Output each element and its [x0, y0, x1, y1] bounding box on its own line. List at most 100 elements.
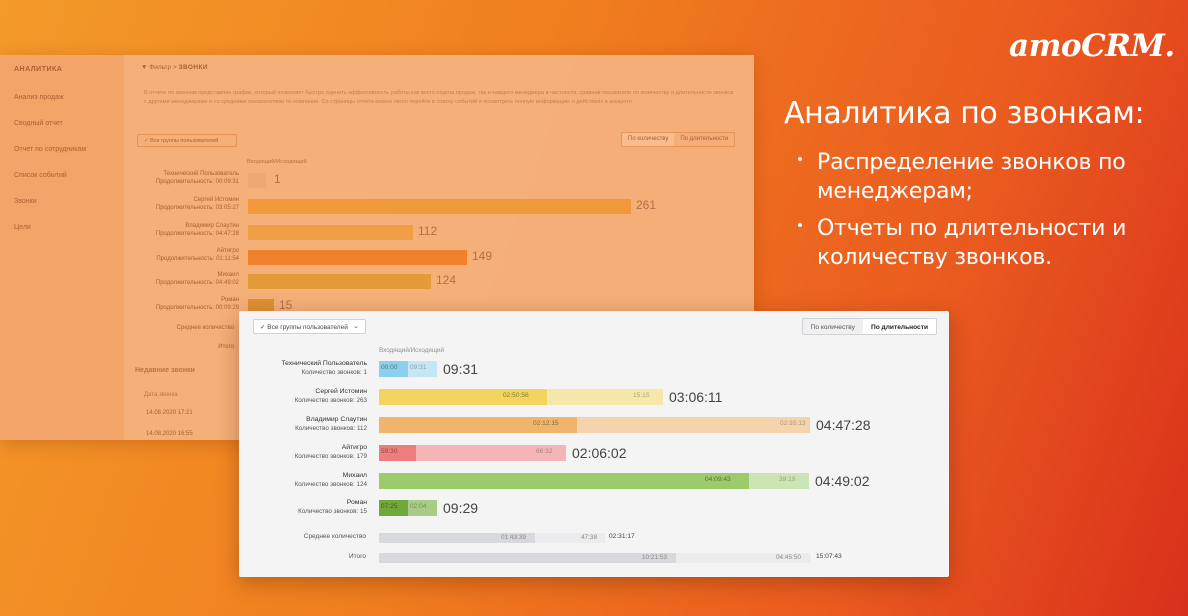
row-total-duration: 04:49:02: [815, 473, 870, 489]
chevron-down-icon: ⌄: [353, 323, 359, 330]
bg-bar: [248, 173, 266, 188]
avg-row: Среднее количество 01:43:39 47:38 02:31:…: [239, 532, 949, 546]
bg-sidebar-item-goals[interactable]: Цели: [14, 224, 31, 231]
bullet-dot-icon: [798, 223, 802, 227]
duration-bar: 00:00 09:31: [379, 361, 437, 377]
bg-row-name: Роман: [221, 297, 239, 303]
incoming-duration: 00:00: [381, 364, 398, 371]
chart-row[interactable]: Владимир Слаутин Количество звонков: 112 0…: [239, 415, 949, 439]
outgoing-duration: 66:32: [536, 448, 553, 455]
row-name: Сергей Истомин: [315, 388, 367, 395]
row-label: Роман Количество звонков: 15: [249, 498, 367, 516]
sum-total: 15:07:43: [816, 553, 842, 560]
bg-sidebar-title: АНАЛИТИКА: [14, 66, 63, 73]
bg-bar: [248, 274, 431, 289]
bg-sidebar-item-sales[interactable]: Анализ продаж: [14, 94, 64, 101]
bg-row-label: Айтигро Продолжительность: 01:11:54: [79, 247, 239, 263]
seg-count-button[interactable]: По количеству: [810, 324, 855, 331]
chart-row[interactable]: Михаил Количество звонков: 124 04:09:43 39:…: [239, 471, 949, 495]
bg-row-total: 149: [472, 249, 493, 263]
bg-seg-count[interactable]: По количеству: [622, 133, 675, 146]
incoming-duration: 07:25: [381, 503, 398, 510]
row-call-count: Количество звонков: 1: [301, 369, 367, 376]
bg-row-name: Технический Пользователь: [163, 171, 239, 177]
bg-row-sub: Продолжительность: 04:49:02: [155, 280, 239, 286]
bg-row-name: Михаил: [217, 272, 239, 278]
group-filter-label: Все группы пользователей: [267, 324, 348, 331]
promo-headline: Аналитика по звонкам:: [784, 96, 1145, 131]
incoming-duration: 04:09:43: [705, 476, 731, 483]
bg-sidebar: АНАЛИТИКА Анализ продаж Сводный отчет От…: [0, 55, 124, 440]
bg-description: В отчете по звонкам представлен график, …: [144, 90, 734, 105]
seg-duration-button[interactable]: По длительности: [862, 319, 936, 334]
outgoing-segment: [577, 417, 810, 433]
bg-row-label: Михаил Продолжительность: 04:49:02: [79, 271, 239, 287]
outgoing-duration: 02:04: [410, 503, 427, 510]
sum-label: Итого: [348, 553, 366, 560]
incoming-segment: [379, 417, 577, 433]
outgoing-segment: [416, 445, 566, 461]
row-total-duration: 09:31: [443, 361, 479, 377]
incoming-duration: 59:30: [381, 448, 398, 455]
duration-bar: 59:30 66:32: [379, 445, 566, 461]
bg-column-header: Входящий/Исходящий: [247, 159, 307, 165]
bg-row-total: 112: [418, 224, 438, 238]
avg-label: Среднее количество: [303, 533, 366, 540]
chart-row[interactable]: Сергей Истомин Количество звонков: 263 02:…: [239, 387, 949, 411]
bg-row-sub: Продолжительность: 00:09:31: [155, 179, 239, 185]
bg-row-label: Сергей Истомин Продолжительность: 03:05:2…: [79, 196, 239, 212]
bg-sidebar-item-staff[interactable]: Отчет по сотрудникам: [14, 146, 87, 153]
row-name: Роман: [346, 499, 367, 506]
bg-chart-row: Сергей Истомин Продолжительность: 03:05:2…: [124, 196, 744, 216]
bg-call-row[interactable]: 14.08.2020 17:21: [146, 410, 193, 416]
row-name: Владимир Слаутин: [306, 416, 367, 423]
bg-call-row[interactable]: 14.08.2020 16:55: [146, 431, 193, 437]
bg-row-name: Айтигро: [216, 248, 239, 254]
mode-switch: По количеству По длительности: [801, 318, 937, 335]
incoming-segment: [379, 361, 408, 377]
incoming-duration: 02:50:56: [503, 392, 529, 399]
incoming-segment: [379, 473, 749, 489]
chart-row[interactable]: Айтигро Количество звонков: 179 59:30 66:32…: [239, 443, 949, 467]
bg-sidebar-item-summary[interactable]: Сводный отчет: [14, 120, 63, 127]
row-total-duration: 02:06:02: [572, 445, 627, 461]
bg-breadcrumb: ▼ Фильтр > ЗВОНКИ: [141, 64, 208, 71]
sum-bar: 10:21:53 04:45:50: [379, 553, 811, 563]
bg-row-label: Роман Продолжительность: 00:09:29: [79, 296, 239, 312]
bg-row-name: Сергей Истомин: [193, 197, 239, 203]
chart-row[interactable]: Технический Пользователь Количество звонк…: [239, 359, 949, 383]
bg-chart-row: Михаил Продолжительность: 04:49:02 124: [124, 271, 744, 291]
bg-group-filter-label: Все группы пользователей: [150, 138, 219, 144]
bg-chart-row: Владимир Слаутин Продолжительность: 04:47…: [124, 222, 744, 242]
bg-group-filter[interactable]: ✓ Все группы пользователей: [137, 134, 237, 147]
row-call-count: Количество звонков: 124: [294, 481, 367, 488]
promo-bullet-text: Отчеты по длительности и количеству звон…: [817, 216, 1127, 270]
filter-icon[interactable]: ▼: [141, 64, 148, 71]
outgoing-duration: 15:15: [633, 392, 650, 399]
bg-row-total: 1: [274, 172, 281, 186]
duration-bar: 07:25 02:04: [379, 500, 437, 516]
bg-row-sub: Продолжительность: 00:09:29: [155, 305, 239, 311]
bg-row-sub: Продолжительность: 04:47:28: [155, 231, 239, 237]
duration-bar: 02:50:56 15:15: [379, 389, 663, 405]
bg-seg-duration[interactable]: По длительности: [680, 136, 729, 142]
promo-bullet-text: Распределение звонков по менеджерам;: [817, 150, 1126, 204]
group-filter-dropdown[interactable]: ✓ Все группы пользователей ⌄: [253, 319, 366, 334]
outgoing-segment: [547, 389, 663, 405]
avg-total: 02:31:17: [609, 533, 635, 540]
bg-row-total: 124: [436, 273, 457, 287]
bg-breadcrumb-page: ЗВОНКИ: [178, 64, 208, 71]
row-call-count: Количество звонков: 179: [294, 453, 367, 460]
bg-sidebar-item-events[interactable]: Список событий: [14, 172, 67, 179]
chart-row[interactable]: Роман Количество звонков: 15 07:25 02:04 09:…: [239, 498, 949, 522]
bg-row-total: 261: [636, 198, 657, 212]
bg-row-label: Технический Пользователь Продолжительност…: [79, 170, 239, 186]
row-label: Сергей Истомин Количество звонков: 263: [249, 387, 367, 405]
check-icon: ✓: [144, 138, 151, 144]
bg-avg-label: Среднее количество: [176, 325, 234, 331]
bg-sidebar-item-calls[interactable]: Звонки: [14, 198, 37, 205]
row-total-duration: 09:29: [443, 500, 479, 516]
bg-breadcrumb-filter[interactable]: Фильтр: [149, 64, 172, 71]
incoming-segment: [379, 445, 416, 461]
bg-bar: [248, 199, 631, 214]
